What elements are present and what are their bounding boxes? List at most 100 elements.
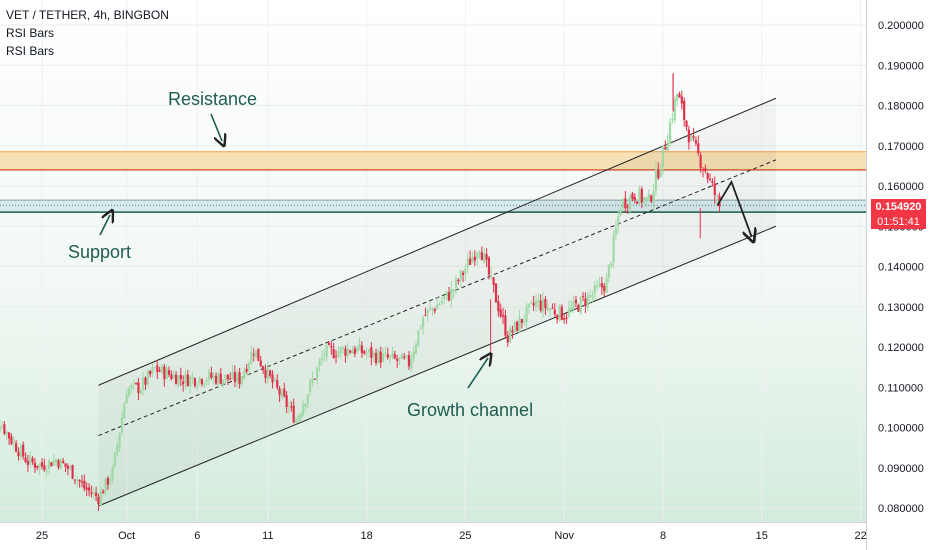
candle-body	[466, 258, 469, 267]
indicator-rsi-bars-2[interactable]: RSI Bars	[6, 44, 55, 58]
candle-body	[384, 352, 387, 354]
candle-body	[186, 374, 189, 387]
candle-body	[87, 487, 91, 491]
candle-body	[424, 314, 427, 316]
candle-body	[120, 417, 124, 433]
price-axis[interactable]: 0.200000 0.190000 0.180000 0.170000 0.160000…	[878, 20, 924, 515]
candle-body	[483, 253, 486, 263]
candle-body	[429, 307, 432, 309]
candle-body	[59, 458, 62, 470]
candle-body	[306, 394, 309, 404]
time-tick-label: 25	[459, 530, 471, 542]
candle-body	[666, 142, 669, 151]
candle-body	[497, 301, 500, 312]
candle-body	[398, 357, 401, 359]
candle-body	[90, 492, 93, 494]
candle-body	[591, 294, 594, 298]
candle-body	[179, 374, 182, 380]
candle-body	[66, 465, 69, 469]
price-tick-label: 0.120000	[878, 342, 924, 354]
candle-body	[212, 375, 215, 379]
candle-body	[99, 491, 102, 506]
candle-body	[556, 315, 559, 320]
candle-body	[631, 193, 634, 199]
candle-body	[454, 278, 458, 289]
candle-body	[621, 199, 625, 208]
candle-body	[139, 390, 142, 394]
candle-body	[612, 235, 615, 263]
price-zones	[0, 151, 866, 213]
candle-body	[207, 371, 211, 380]
time-tick-label: 22	[854, 530, 866, 542]
candle-body	[290, 406, 293, 408]
candle-body	[73, 479, 77, 481]
candle-body	[332, 348, 335, 358]
candle-body	[85, 487, 88, 490]
annotation-labels: Resistance Support Growth channel	[68, 89, 533, 420]
candle-body	[487, 257, 491, 275]
candle-body	[541, 299, 545, 312]
candle-body	[182, 381, 185, 385]
candle-body	[560, 306, 563, 320]
candle-body	[313, 378, 316, 380]
candle-body	[62, 460, 65, 463]
candle-body	[363, 350, 366, 354]
candle-body	[134, 382, 138, 384]
candle-body	[257, 348, 260, 361]
candle-body	[520, 319, 523, 324]
candle-body	[123, 404, 126, 419]
candle-body	[513, 322, 516, 332]
candle-body	[165, 368, 168, 379]
candle-body	[43, 465, 46, 470]
indicator-rsi-bars-1[interactable]: RSI Bars	[6, 26, 55, 40]
candle-body	[252, 354, 255, 356]
candle-body	[45, 470, 48, 472]
price-tick-label: 0.160000	[878, 181, 924, 193]
candle-body	[222, 379, 225, 385]
time-tick-label: 8	[660, 530, 666, 542]
candle-body	[236, 373, 239, 383]
candle-body	[0, 426, 1, 433]
candle-body	[603, 285, 606, 292]
candle-body	[302, 405, 305, 416]
candle-body	[113, 452, 117, 467]
candle-body	[356, 347, 359, 353]
candle-body	[47, 460, 51, 469]
candle-body	[450, 288, 453, 301]
support-label: Support	[68, 242, 131, 262]
candle-body	[610, 262, 613, 267]
candle-body	[626, 206, 629, 208]
candle-body	[701, 169, 705, 171]
candle-body	[393, 354, 396, 359]
candle-body	[534, 300, 538, 307]
candle-body	[417, 330, 420, 346]
candle-body	[170, 374, 173, 379]
candle-body	[480, 252, 483, 261]
candle-body	[527, 303, 531, 307]
candle-body	[605, 278, 608, 293]
candle-body	[116, 444, 119, 454]
candle-body	[7, 432, 11, 439]
time-tick-label: 18	[360, 530, 372, 542]
candle-body	[3, 424, 6, 434]
symbol-title[interactable]: VET / TETHER, 4h, BINGBON	[6, 8, 169, 22]
candle-body	[330, 346, 333, 348]
candle-body	[149, 370, 152, 375]
candle-body	[683, 100, 686, 121]
candle-body	[36, 465, 39, 468]
candle-body	[509, 328, 512, 343]
candle-body	[31, 458, 34, 463]
candle-body	[551, 308, 554, 310]
resistance-label: Resistance	[168, 89, 257, 109]
candle-body	[198, 377, 201, 383]
candle-body	[452, 289, 455, 291]
candle-body	[309, 381, 312, 393]
candle-body	[476, 253, 479, 259]
candle-body	[29, 456, 32, 464]
candle-body	[224, 374, 227, 381]
candle-body	[532, 303, 535, 306]
time-axis[interactable]: 25 Oct 6 11 18 25 Nov 8 15 22	[36, 530, 867, 542]
candle-body	[659, 169, 662, 177]
